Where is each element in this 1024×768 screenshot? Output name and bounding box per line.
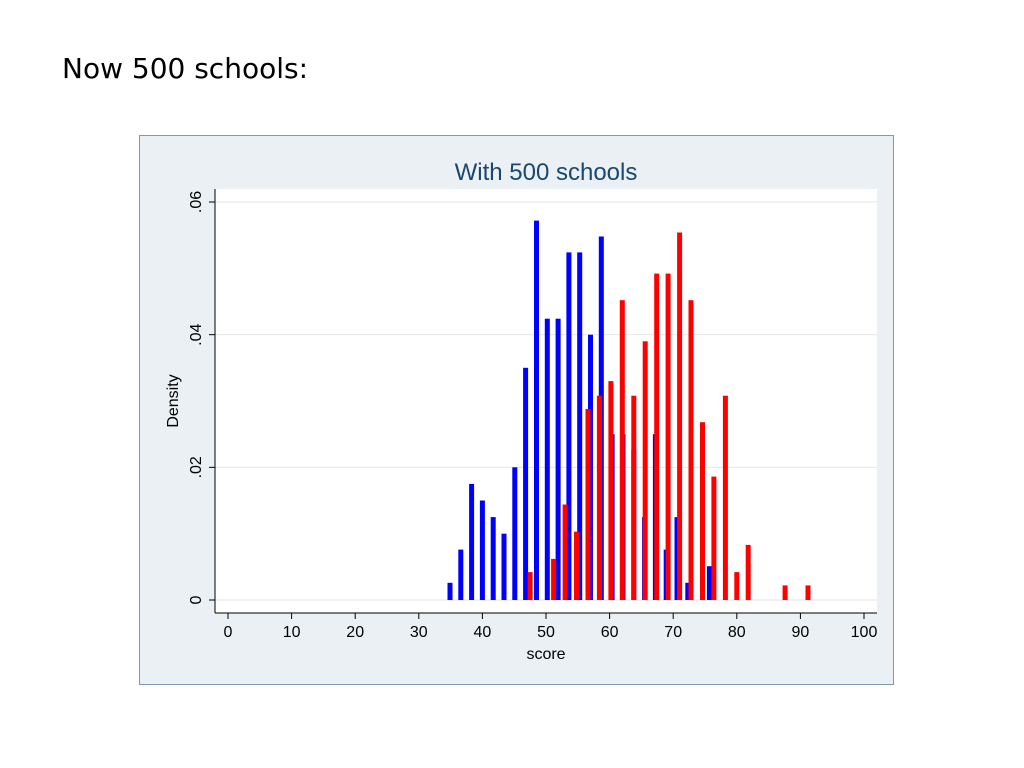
bar-series-2 (585, 409, 591, 600)
bar-series-1 (674, 517, 680, 600)
x-tick-label: 20 (346, 624, 364, 641)
y-axis-title: Density (165, 374, 182, 427)
bar-series-2 (551, 558, 557, 600)
x-tick-label: 10 (283, 624, 301, 641)
bar-series-2 (677, 232, 683, 600)
bar-series-2 (608, 381, 614, 600)
bar-series-1 (479, 500, 485, 600)
bar-series-2 (642, 341, 648, 600)
bar-series-1 (707, 566, 712, 600)
y-tick-label: 0 (188, 595, 205, 604)
bar-series-2 (782, 585, 788, 600)
x-tick-label: 100 (851, 624, 878, 641)
bar-series-1 (685, 582, 691, 600)
bar-series-2 (527, 572, 533, 600)
bar-series-1 (501, 533, 507, 600)
x-tick-label: 30 (410, 624, 428, 641)
axes (209, 189, 877, 619)
bar-series-2 (562, 504, 568, 600)
chart-frame: With 500 schools 0 10 20 30 40 50 60 70 80 90 100 0… (139, 135, 894, 685)
bar-series-1 (577, 252, 583, 600)
tick-labels: 0 10 20 30 40 50 60 70 80 90 100 0 .02 .04 .06 (188, 191, 877, 641)
bar-series-2 (574, 531, 579, 600)
bar-series-1 (534, 220, 539, 600)
bar-series-2 (722, 395, 728, 600)
bar-series-1 (566, 252, 572, 600)
bar-series-2 (711, 476, 717, 600)
bar-series-2 (745, 544, 751, 600)
bar-series-2 (596, 395, 602, 600)
bars (447, 220, 811, 600)
x-tick-label: 90 (792, 624, 810, 641)
bar-series-2 (734, 572, 740, 600)
bar-series-1 (447, 582, 453, 600)
y-tick-label: .02 (188, 456, 205, 478)
x-tick-label: 40 (474, 624, 492, 641)
x-tick-label: 60 (601, 624, 619, 641)
bar-series-1 (458, 549, 464, 600)
bar-series-2 (654, 273, 660, 600)
bar-series-1 (469, 483, 475, 600)
x-tick-label: 0 (224, 624, 233, 641)
slide-heading: Now 500 schools: (62, 52, 309, 85)
bar-series-1 (512, 467, 518, 600)
x-axis-title: score (526, 646, 565, 663)
y-tick-label: .04 (188, 323, 205, 345)
y-tick-label: .06 (188, 191, 205, 213)
bar-series-2 (665, 273, 671, 600)
bar-series-1 (523, 367, 529, 600)
bar-series-2 (688, 300, 694, 600)
chart-title: With 500 schools (455, 159, 638, 186)
bar-series-1 (490, 517, 496, 600)
histogram-chart: With 500 schools 0 10 20 30 40 50 60 70 80 90 1000… (165, 159, 877, 663)
x-tick-label: 50 (537, 624, 555, 641)
bar-series-2 (631, 395, 637, 600)
bar-series-2 (700, 422, 705, 600)
bar-series-1 (544, 318, 550, 600)
x-tick-label: 70 (664, 624, 682, 641)
x-tick-label: 80 (728, 624, 746, 641)
bar-series-2 (805, 585, 811, 600)
bar-series-2 (619, 300, 625, 600)
bar-series-1 (555, 318, 561, 600)
